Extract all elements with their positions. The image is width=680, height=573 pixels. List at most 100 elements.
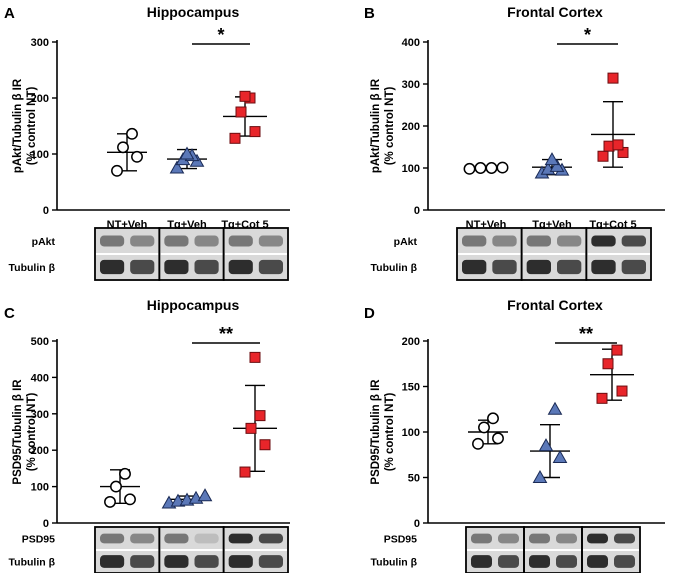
data-point-nt-veh [117,141,129,154]
blot-band [258,555,283,568]
blot-band [591,259,616,275]
western-blot: PSD95 Tubulin β [9,526,289,573]
data-point-nt-veh [104,495,116,508]
blot-band [471,533,492,544]
data-point-nt-veh [111,164,123,177]
y-tick-label: 200 [402,121,420,133]
panel-letter: B [364,5,375,22]
blot-band [130,235,155,247]
data-point-tg-cot5 [239,466,251,478]
blot-band [100,235,125,247]
blot-band [258,259,283,275]
data-point-nt-veh [131,150,143,163]
western-blot: pAkt Tubulin β [9,227,289,281]
y-axis-label-units: (% control NT) [384,87,396,166]
data-point-tg-cot5 [235,106,247,118]
y-tick-label: 100 [402,163,420,175]
blot-cell [525,528,581,549]
blot-cell [96,528,159,549]
blot-lane-frame [581,526,641,573]
blot-band [557,259,582,275]
blot-band [529,533,550,544]
y-tick-label: 0 [414,205,420,217]
blot-band [621,259,646,275]
data-point-nt-veh [478,421,490,434]
blot-row-label: pAkt [394,236,418,248]
blot-band [164,235,189,247]
data-point-nt-veh [472,437,484,450]
y-tick-label: 300 [402,79,420,91]
data-point-tg-veh [544,152,560,166]
data-point-tg-veh [532,469,548,483]
data-point-nt-veh [110,480,122,493]
data-point-tg-cot5 [249,351,261,363]
blot-band [591,235,616,247]
blot-band [130,259,155,275]
data-point-tg-cot5 [597,150,609,162]
blot-band [621,235,646,247]
y-tick-label: 0 [43,518,49,530]
significance-label: ** [579,324,593,344]
blot-band [529,555,550,568]
western-blot: PSD95 Tubulin β [371,526,641,573]
y-axis-label: PSD95/Tubulin β IR [12,379,24,485]
panel-letter: A [4,5,15,22]
blot-band [258,235,283,247]
blot-band [194,555,219,568]
blot-band [498,555,519,568]
data-point-nt-veh [463,162,476,175]
y-axis-label: pAkt/Tubulin β IR [370,78,382,173]
blot-band [614,555,635,568]
data-point-tg-cot5 [239,90,251,102]
chart-title: Hippocampus [147,4,240,20]
blot-cell [467,528,523,549]
blot-band [587,555,608,568]
data-point-tg-cot5 [245,422,257,434]
blot-band [164,259,189,275]
blot-cell [224,528,287,549]
data-point-tg-veh [197,488,213,502]
y-tick-label: 500 [31,336,49,348]
blot-band [228,555,253,568]
blot-row-label: Tubulin β [9,262,56,274]
blot-band [587,533,608,544]
data-point-tg-veh [549,158,565,172]
y-tick-label: 0 [414,518,420,530]
data-point-nt-veh [492,432,504,445]
blot-cell [160,528,223,549]
data-point-nt-veh [474,162,487,174]
y-tick-label: 200 [31,93,49,105]
blot-band [556,555,577,568]
data-point-tg-cot5 [607,72,619,84]
blot-lane-frame [222,526,289,573]
blot-band [164,555,189,568]
panel-a: A Hippocampus pAkt/Tubulin β IR (% control … [4,4,290,281]
western-blot: pAkt Tubulin β [371,227,652,281]
blot-band [228,259,253,275]
chart-title: Frontal Cortex [507,4,603,20]
y-tick-label: 0 [43,205,49,217]
data-point-tg-cot5 [612,139,624,151]
blot-band [194,259,219,275]
blot-band [492,235,517,247]
blot-band [492,259,517,275]
panel-letter: D [364,305,375,322]
blot-band [100,259,125,275]
blot-row-label: Tubulin β [371,262,418,274]
blot-lane-frame [585,227,652,281]
blot-band [194,533,219,544]
y-tick-label: 300 [31,37,49,49]
chart-title: Frontal Cortex [507,297,603,313]
y-axis-label: pAkt/Tubulin β IR [12,78,24,173]
blot-band [194,235,219,247]
blot-band [130,533,155,544]
y-tick-label: 150 [402,382,420,394]
panel-b: B Frontal Cortex pAkt/Tubulin β IR (% contr… [364,4,665,281]
y-tick-label: 400 [31,372,49,384]
data-point-nt-veh [496,161,509,174]
data-point-tg-cot5 [596,392,608,404]
blot-band [100,533,125,544]
y-tick-label: 400 [402,37,420,49]
blot-band [462,259,487,275]
panel-letter: C [4,305,15,322]
